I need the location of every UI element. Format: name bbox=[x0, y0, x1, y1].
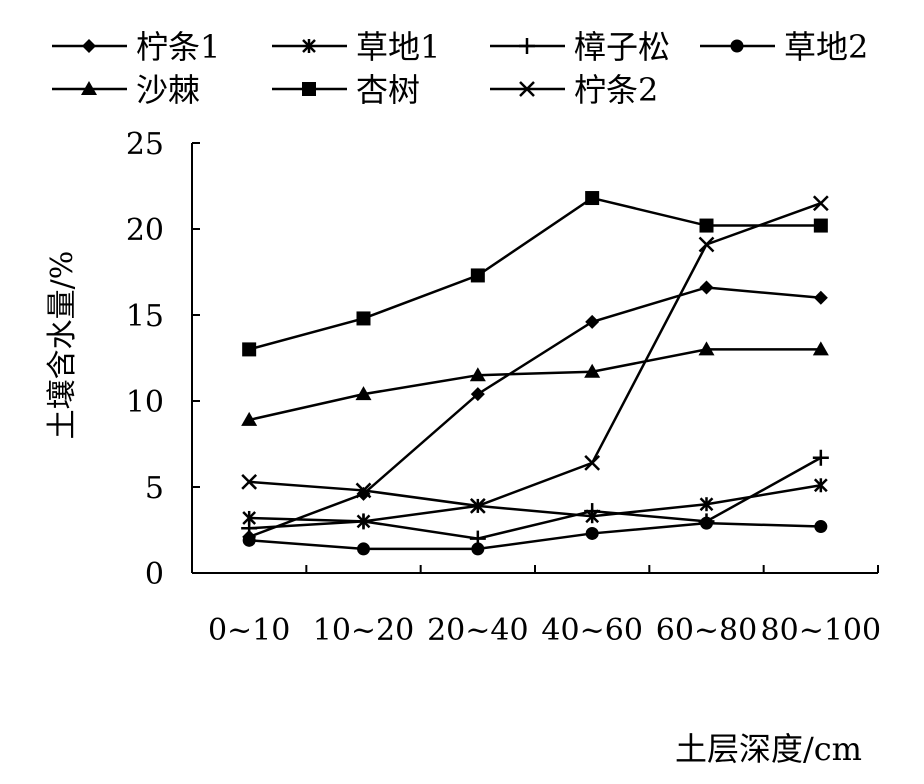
legend-item: 柠条1 bbox=[52, 28, 220, 66]
data-point bbox=[81, 81, 97, 95]
y-axis-title: 土壤含水量/% bbox=[45, 251, 80, 440]
data-point bbox=[585, 526, 599, 540]
legend-label: 柠条2 bbox=[574, 71, 658, 109]
series-4 bbox=[242, 516, 828, 556]
data-point bbox=[242, 342, 257, 357]
data-point bbox=[302, 39, 316, 53]
data-point bbox=[355, 482, 372, 499]
data-point bbox=[519, 38, 535, 54]
y-tick-label: 20 bbox=[126, 213, 164, 248]
legend-item: 草地1 bbox=[272, 28, 440, 66]
legend: 柠条1 草地1 樟子松 草地2 沙棘 杏树 柠条2 bbox=[52, 28, 868, 109]
x-tick-label: 0~10 bbox=[208, 613, 290, 648]
x-tick-label: 10~20 bbox=[313, 613, 414, 648]
series-1 bbox=[242, 280, 828, 544]
x-tick-label: 60~80 bbox=[656, 613, 757, 648]
data-point bbox=[469, 367, 486, 382]
data-point bbox=[699, 218, 714, 233]
legend-item: 沙棘 bbox=[52, 71, 200, 109]
data-point bbox=[584, 363, 601, 378]
data-point bbox=[469, 498, 486, 514]
data-point bbox=[699, 280, 714, 295]
y-tick-label: 5 bbox=[145, 471, 164, 506]
data-point bbox=[519, 81, 535, 97]
series-line bbox=[248, 286, 821, 539]
y-tick-label: 15 bbox=[126, 299, 164, 334]
x-axis-ticks: 0~10 10~20 20~40 40~60 60~80 80~100 bbox=[208, 565, 881, 648]
data-point bbox=[698, 341, 715, 356]
data-point bbox=[356, 311, 371, 326]
series-layer bbox=[241, 191, 829, 556]
legend-item: 樟子松 bbox=[490, 28, 670, 66]
x-tick-label: 20~40 bbox=[427, 613, 528, 648]
y-tick-label: 10 bbox=[126, 385, 164, 420]
data-point bbox=[813, 478, 828, 493]
data-point bbox=[241, 520, 258, 537]
x-tick-label: 80~100 bbox=[761, 613, 882, 648]
data-point bbox=[812, 449, 829, 466]
series-line bbox=[248, 348, 821, 422]
series-5 bbox=[241, 341, 829, 426]
data-point bbox=[355, 386, 372, 401]
series-line bbox=[249, 202, 822, 508]
data-point bbox=[813, 290, 828, 305]
data-point bbox=[242, 533, 256, 547]
data-point bbox=[730, 39, 744, 53]
series-6 bbox=[242, 191, 828, 357]
data-point bbox=[471, 542, 485, 556]
x-axis-title: 土层深度/cm bbox=[675, 730, 862, 768]
plot-area: 0 5 10 15 20 25 0~10 10~20 20~40 40~60 60~80 80~10… bbox=[126, 127, 881, 648]
data-point bbox=[700, 516, 713, 530]
data-point bbox=[813, 218, 828, 233]
data-point bbox=[355, 513, 372, 530]
data-point bbox=[812, 341, 829, 356]
data-point bbox=[584, 503, 601, 520]
data-point bbox=[357, 542, 370, 556]
legend-item: 草地2 bbox=[700, 28, 868, 66]
legend-label: 杏树 bbox=[356, 71, 420, 109]
legend-label: 柠条1 bbox=[136, 28, 220, 66]
data-point bbox=[814, 520, 828, 534]
data-point bbox=[470, 387, 485, 402]
data-point bbox=[241, 473, 258, 490]
data-point bbox=[584, 455, 601, 471]
data-point bbox=[585, 191, 600, 206]
y-tick-label: 25 bbox=[126, 127, 164, 162]
legend-label: 草地2 bbox=[784, 28, 868, 66]
series-line bbox=[249, 521, 821, 551]
x-tick-label: 40~60 bbox=[541, 613, 642, 648]
series-line bbox=[249, 484, 822, 523]
series-line bbox=[248, 196, 821, 351]
legend-item: 杏树 bbox=[272, 71, 420, 109]
data-point bbox=[812, 195, 829, 212]
legend-label: 沙棘 bbox=[136, 71, 200, 109]
data-point bbox=[585, 314, 600, 329]
legend-item: 柠条2 bbox=[490, 71, 658, 109]
data-point bbox=[470, 268, 485, 283]
y-axis-ticks: 0 5 10 15 20 25 bbox=[126, 127, 200, 592]
legend-label: 樟子松 bbox=[574, 28, 670, 66]
data-point bbox=[241, 411, 258, 426]
series-line bbox=[249, 456, 822, 540]
series-7 bbox=[241, 195, 829, 514]
legend-label: 草地1 bbox=[356, 28, 440, 66]
data-point bbox=[302, 82, 316, 96]
data-point bbox=[82, 39, 96, 53]
y-tick-label: 0 bbox=[145, 557, 164, 592]
data-point bbox=[699, 497, 714, 512]
data-point bbox=[698, 236, 715, 253]
